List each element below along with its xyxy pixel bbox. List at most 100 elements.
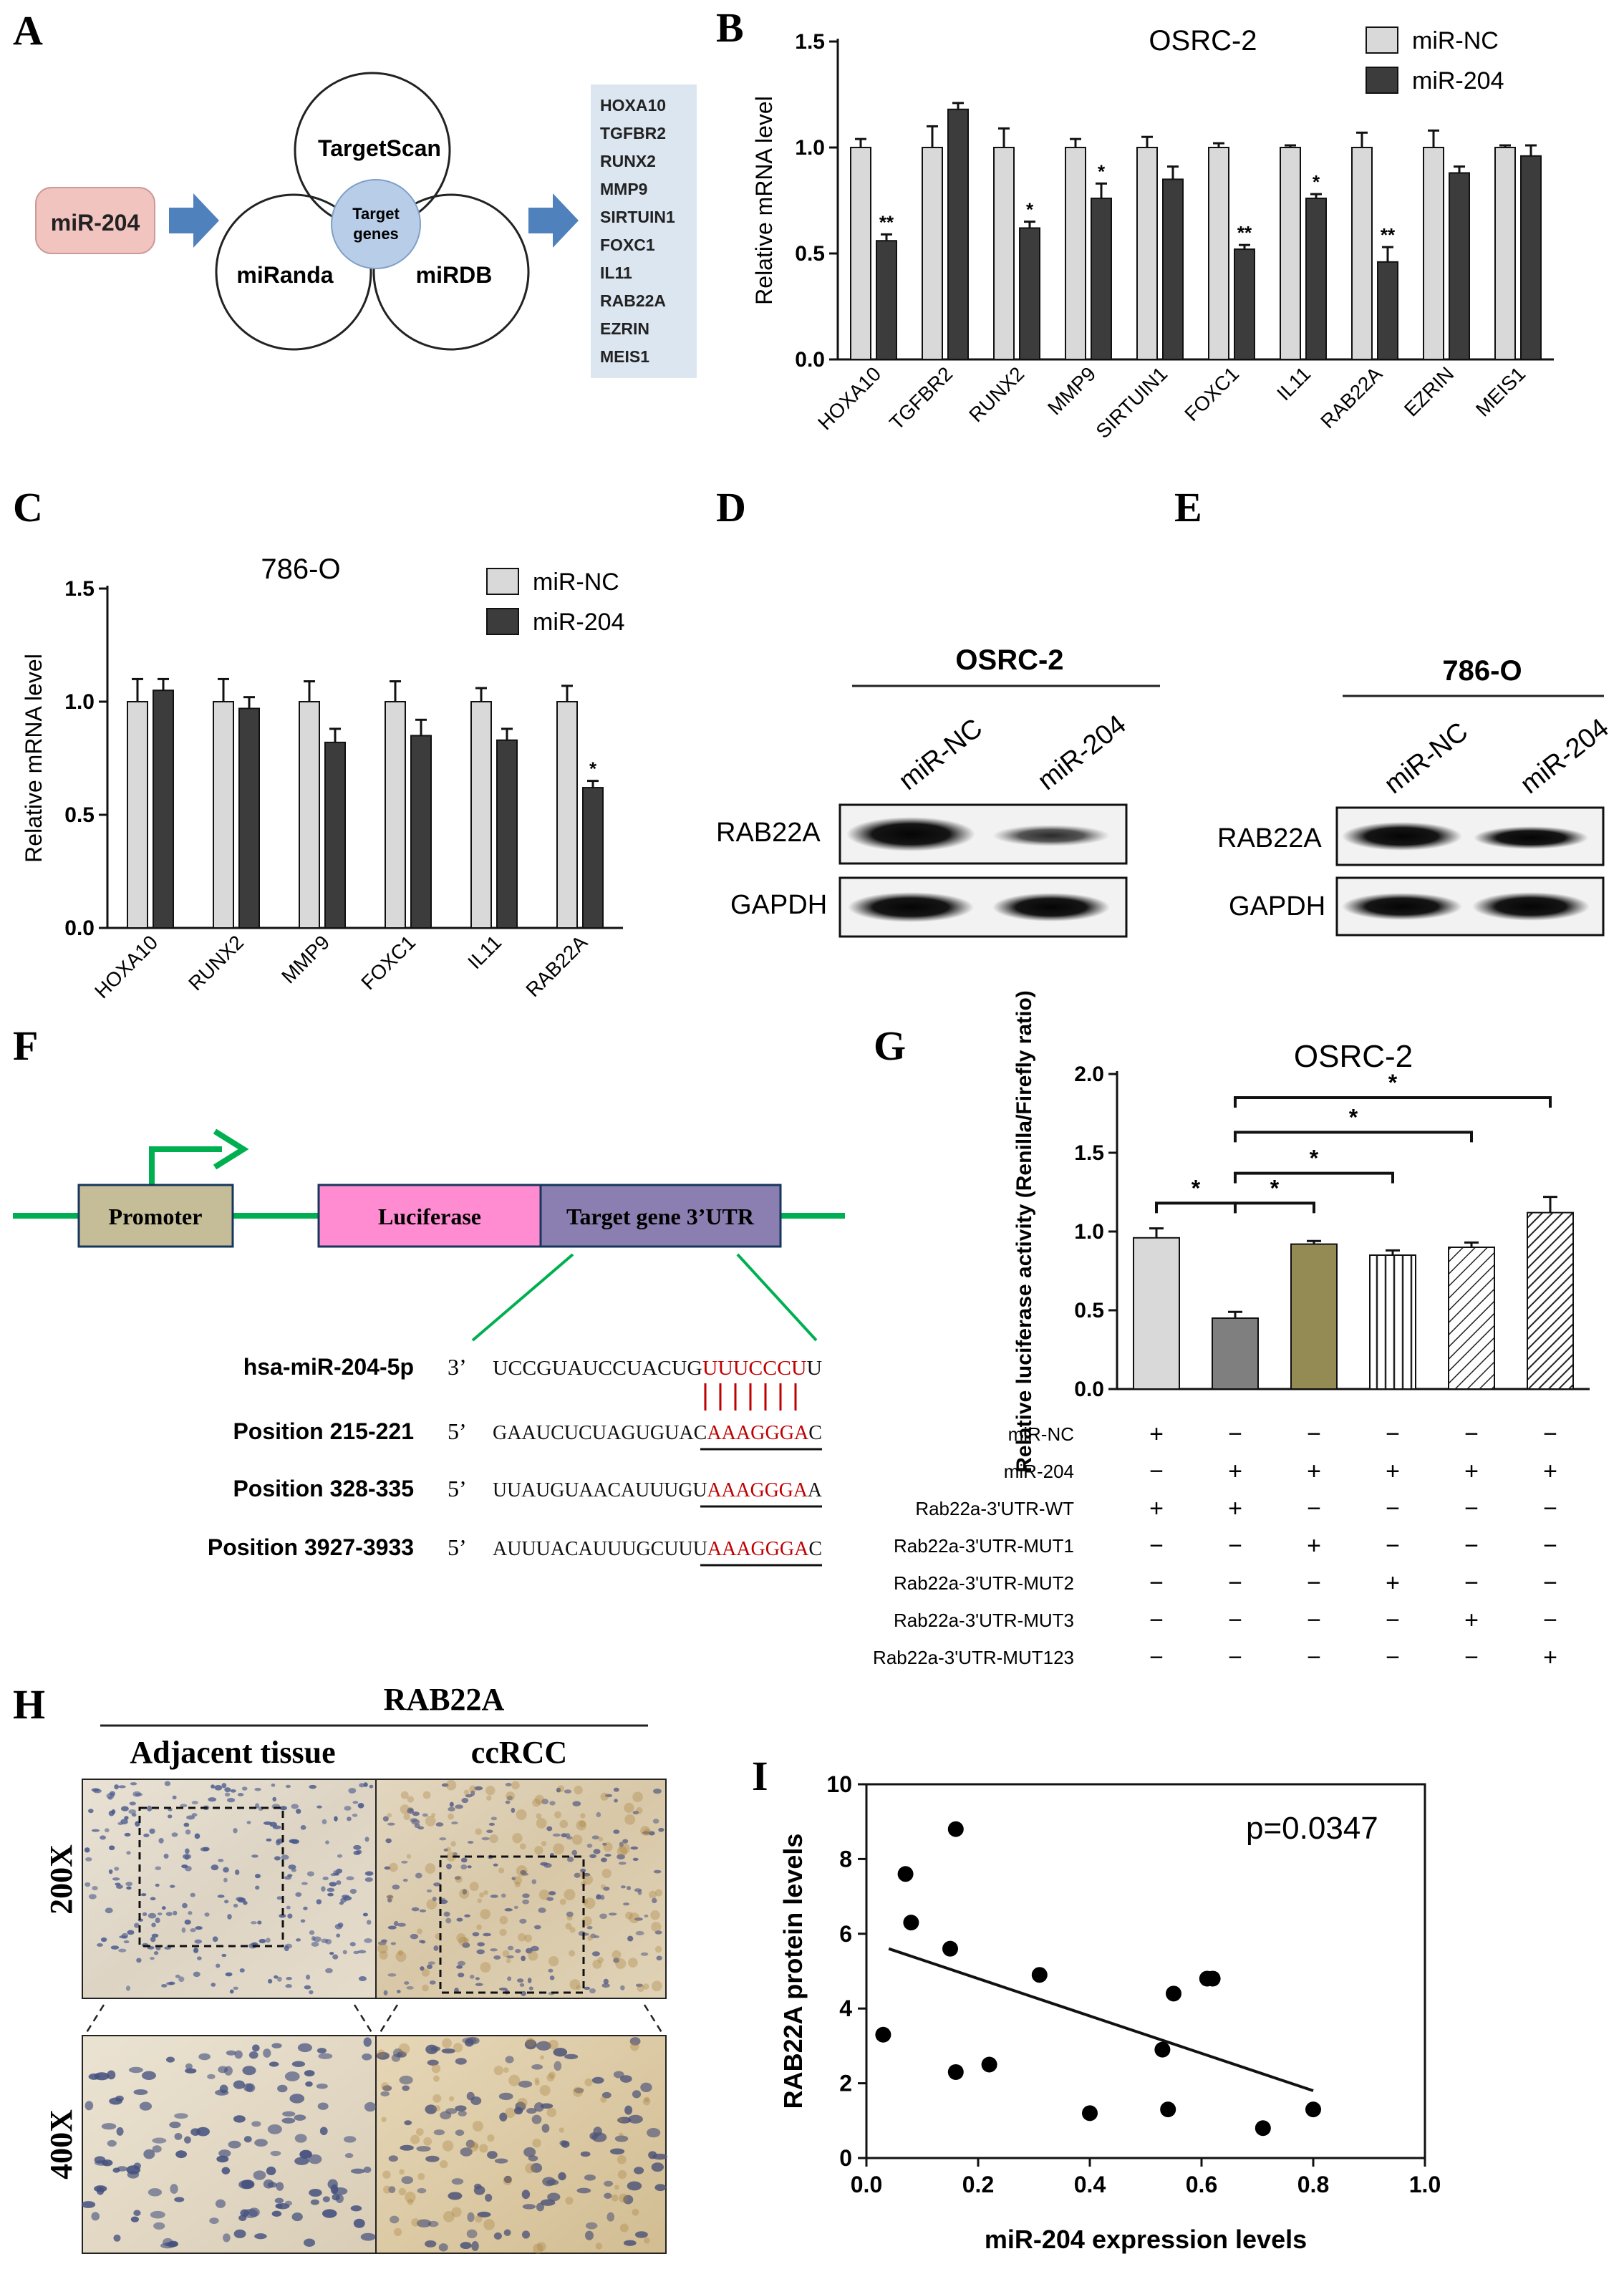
nucleus	[506, 1795, 513, 1801]
scatter-point	[1305, 2101, 1321, 2118]
stain-spot	[407, 1796, 415, 1803]
histology-col-1: Adjacent tissue	[130, 1735, 335, 1770]
nucleus	[518, 2081, 533, 2088]
nucleus	[95, 2160, 109, 2166]
nucleus	[167, 1814, 173, 1819]
nucleus	[609, 2148, 625, 2155]
nucleus	[125, 1882, 133, 1887]
nucleus	[623, 2240, 637, 2246]
stain-spot	[565, 1922, 572, 1930]
nucleus	[240, 2209, 249, 2217]
nucleus	[520, 1869, 527, 1875]
legend-swatch	[1366, 67, 1398, 94]
stain-spot	[519, 1843, 526, 1850]
stain-spot	[431, 1813, 436, 1818]
nucleus	[127, 2170, 140, 2179]
nucleus	[114, 1784, 119, 1790]
nucleus	[182, 1902, 188, 1909]
nucleus	[329, 1882, 337, 1887]
sequence-part: C	[808, 1422, 822, 1444]
condition-sign: −	[1386, 1495, 1400, 1522]
stain-spot	[592, 1959, 602, 1969]
mirna-label: miR-204	[51, 210, 140, 236]
nucleus	[332, 2187, 348, 2195]
nucleus	[498, 2092, 513, 2101]
nucleus	[155, 1883, 160, 1887]
nucleus	[493, 1863, 498, 1867]
promoter-label: Promoter	[109, 1204, 203, 1229]
nucleus	[475, 1983, 483, 1986]
scatter-point	[1166, 1985, 1181, 2002]
nucleus	[125, 1985, 131, 1991]
nucleus	[534, 2102, 544, 2112]
nucleus	[112, 1877, 120, 1881]
nucleus	[322, 2209, 337, 2218]
stain-spot	[463, 1937, 469, 1943]
chart-title: 786-O	[261, 553, 340, 585]
stain-spot	[483, 2219, 495, 2230]
nucleus	[180, 1804, 188, 1808]
nucleus	[353, 2218, 365, 2228]
x-tick-label: MMP9	[1043, 362, 1100, 419]
nucleus	[443, 1848, 449, 1852]
x-tick-label: MEIS1	[1471, 362, 1529, 420]
nucleus	[196, 2127, 210, 2137]
nucleus	[386, 1895, 394, 1899]
sequence-end: 5’	[448, 1476, 467, 1501]
x-tick-label: SIRTUIN1	[1091, 362, 1171, 442]
significance-mark: *	[1192, 1175, 1201, 1201]
nucleus	[632, 1857, 639, 1861]
stain-spot	[405, 2191, 416, 2203]
y-tick-label: 4	[839, 1995, 852, 2021]
nucleus	[337, 1854, 343, 1858]
stain-spot	[475, 2215, 483, 2223]
x-tick-label: 0.2	[962, 2172, 994, 2197]
condition-sign: −	[1228, 1532, 1242, 1559]
stain-spot	[422, 1984, 429, 1992]
nucleus	[301, 1882, 308, 1885]
nucleus	[296, 1809, 301, 1814]
nucleus	[346, 1876, 354, 1881]
nucleus	[613, 2071, 624, 2079]
nucleus	[327, 1887, 335, 1892]
nucleus	[311, 1942, 319, 1947]
nucleus	[549, 1801, 556, 1806]
stain-spot	[548, 2071, 556, 2079]
nucleus	[417, 2187, 427, 2194]
nucleus	[591, 1951, 600, 1957]
nucleus	[531, 2162, 543, 2173]
y-tick-label: 0	[839, 2145, 852, 2171]
nucleus	[226, 1797, 236, 1803]
nucleus	[549, 1853, 554, 1857]
nucleus	[465, 1794, 473, 1798]
nucleus	[501, 1893, 506, 1898]
nucleus	[271, 1783, 276, 1787]
gene-list-item: FOXC1	[600, 236, 655, 254]
bar	[1527, 1211, 1574, 1390]
condition-sign: +	[1464, 1458, 1479, 1485]
nucleus	[392, 1885, 400, 1890]
stain-spot	[600, 2096, 607, 2103]
nucleus	[410, 1933, 419, 1940]
bar-mir-204	[410, 735, 432, 929]
stain-spot	[612, 1950, 622, 1960]
nucleus	[352, 1801, 359, 1804]
legend-label: miR-204	[1412, 67, 1504, 95]
stain-spot	[459, 1888, 470, 1899]
nucleus	[390, 2215, 400, 2224]
nucleus	[128, 1809, 137, 1814]
nucleus	[473, 2185, 485, 2195]
nucleus	[435, 1822, 444, 1827]
y-tick-label: 1.0	[1074, 1220, 1104, 1244]
nucleus	[629, 2037, 641, 2046]
nucleus	[652, 1819, 659, 1824]
nucleus	[505, 1782, 512, 1787]
nucleus	[279, 1806, 287, 1811]
nucleus	[208, 1797, 217, 1802]
nucleus	[263, 2179, 274, 2189]
nucleus	[426, 1964, 432, 1970]
x-tick-label: IL11	[463, 931, 506, 973]
stain-spot	[379, 1950, 388, 1960]
nucleus	[287, 1913, 293, 1919]
nucleus	[251, 1854, 258, 1858]
